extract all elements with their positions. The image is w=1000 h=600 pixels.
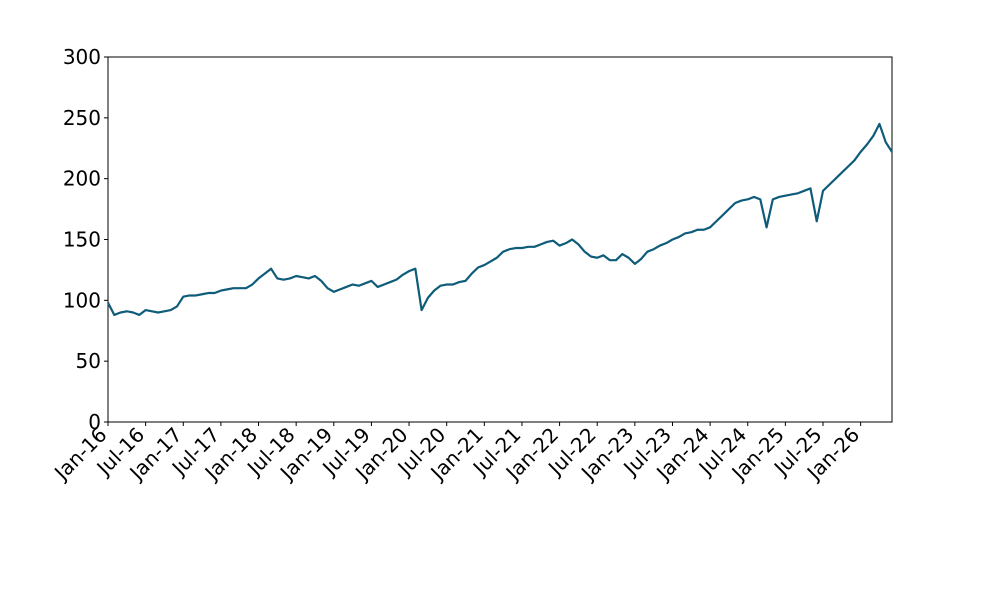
plot-frame <box>107 56 893 423</box>
y-tick-label: 150 <box>63 228 101 252</box>
line-series <box>107 122 893 317</box>
y-tick-label: 250 <box>63 106 101 130</box>
y-tick-label: 0 <box>88 410 101 434</box>
y-tick-label: 100 <box>63 288 101 312</box>
y-tick-label: 200 <box>63 167 101 191</box>
y-tick-label: 50 <box>76 349 101 373</box>
y-tick-label: 300 <box>63 45 101 69</box>
